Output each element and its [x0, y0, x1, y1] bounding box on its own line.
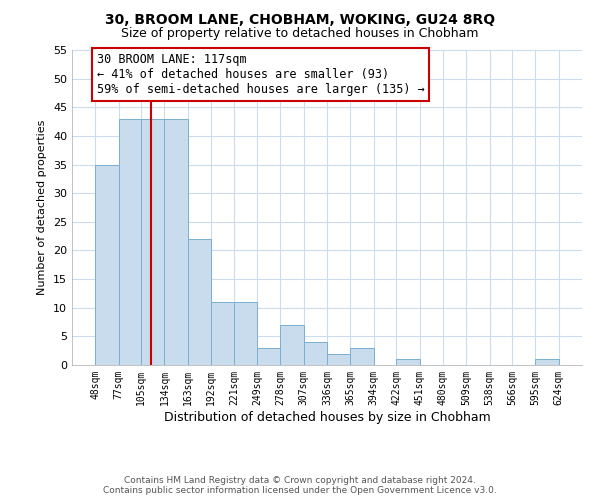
Bar — [257, 348, 280, 365]
Bar — [141, 118, 164, 365]
Bar — [235, 302, 257, 365]
Text: 30 BROOM LANE: 117sqm
← 41% of detached houses are smaller (93)
59% of semi-deta: 30 BROOM LANE: 117sqm ← 41% of detached … — [97, 53, 425, 96]
Y-axis label: Number of detached properties: Number of detached properties — [37, 120, 47, 295]
Bar — [350, 348, 374, 365]
Bar — [304, 342, 327, 365]
Text: Contains HM Land Registry data © Crown copyright and database right 2024.
Contai: Contains HM Land Registry data © Crown c… — [103, 476, 497, 495]
Bar — [396, 360, 419, 365]
X-axis label: Distribution of detached houses by size in Chobham: Distribution of detached houses by size … — [164, 410, 490, 424]
Bar — [211, 302, 235, 365]
Bar — [535, 360, 559, 365]
Bar — [164, 118, 188, 365]
Bar — [327, 354, 350, 365]
Bar — [188, 239, 211, 365]
Text: Size of property relative to detached houses in Chobham: Size of property relative to detached ho… — [121, 28, 479, 40]
Bar — [280, 325, 304, 365]
Text: 30, BROOM LANE, CHOBHAM, WOKING, GU24 8RQ: 30, BROOM LANE, CHOBHAM, WOKING, GU24 8R… — [105, 12, 495, 26]
Bar — [119, 118, 141, 365]
Bar — [95, 164, 119, 365]
